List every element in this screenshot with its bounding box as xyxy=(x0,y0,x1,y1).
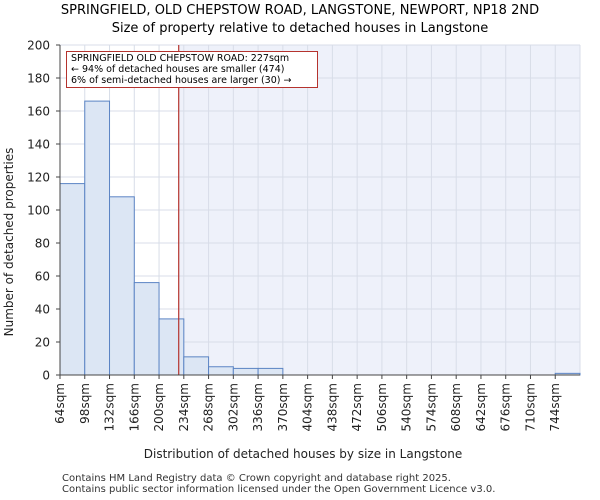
x-tick-label: 472sqm xyxy=(350,383,364,431)
footer-copyright: Contains HM Land Registry data © Crown c… xyxy=(62,473,451,484)
x-tick-label: 404sqm xyxy=(301,383,315,431)
x-tick-label: 438sqm xyxy=(325,383,339,431)
x-tick-label: 64sqm xyxy=(53,383,67,424)
y-tick-label: 80 xyxy=(35,237,50,251)
x-tick-label: 608sqm xyxy=(449,383,463,431)
annotation-line-2: ← 94% of detached houses are smaller (47… xyxy=(71,64,285,75)
histogram-bar xyxy=(158,318,185,376)
histogram-bar xyxy=(183,356,210,376)
y-tick-label: 20 xyxy=(35,336,50,350)
y-tick-label: 120 xyxy=(27,171,50,185)
histogram-bar xyxy=(84,100,111,376)
x-tick-label: 302sqm xyxy=(226,383,240,431)
y-tick-label: 40 xyxy=(35,303,50,317)
x-tick-label: 710sqm xyxy=(523,383,537,431)
y-tick-label: 200 xyxy=(27,39,50,53)
histogram-bar xyxy=(232,367,259,376)
chart-title: SPRINGFIELD, OLD CHEPSTOW ROAD, LANGSTON… xyxy=(60,3,540,18)
y-tick-label: 180 xyxy=(27,72,50,86)
annotation-line-1: SPRINGFIELD OLD CHEPSTOW ROAD: 227sqm xyxy=(71,53,290,64)
y-tick-label: 60 xyxy=(35,270,50,284)
x-tick-label: 642sqm xyxy=(474,383,488,431)
x-axis-label: Distribution of detached houses by size … xyxy=(144,447,462,461)
y-tick-label: 0 xyxy=(42,369,50,383)
x-tick-label: 336sqm xyxy=(251,383,265,431)
x-tick-label: 132sqm xyxy=(103,383,117,431)
histogram-bar xyxy=(109,196,135,376)
chart-subtitle: Size of property relative to detached ho… xyxy=(111,21,489,36)
x-tick-label: 676sqm xyxy=(499,383,513,431)
y-tick-label: 140 xyxy=(27,138,50,152)
histogram-bar xyxy=(208,366,234,376)
x-tick-label: 200sqm xyxy=(152,383,166,431)
x-tick-label: 98sqm xyxy=(78,383,92,424)
marker-annotation: SPRINGFIELD OLD CHEPSTOW ROAD: 227sqm ← … xyxy=(66,51,318,88)
x-tick-label: 744sqm xyxy=(548,383,562,431)
y-axis-label: Number of detached properties xyxy=(2,148,16,337)
x-tick-label: 574sqm xyxy=(424,383,438,431)
histogram-bar xyxy=(257,367,284,376)
x-tick-label: 540sqm xyxy=(400,383,414,431)
x-tick-label: 234sqm xyxy=(177,383,191,431)
footer-licence: Contains public sector information licen… xyxy=(62,484,496,495)
x-tick-label: 370sqm xyxy=(276,383,290,431)
x-tick-label: 166sqm xyxy=(127,383,141,431)
histogram-bar xyxy=(59,183,86,376)
x-tick-label: 268sqm xyxy=(202,383,216,431)
x-tick-label: 506sqm xyxy=(375,383,389,431)
y-tick-label: 100 xyxy=(27,204,50,218)
annotation-line-3: 6% of semi-detached houses are larger (3… xyxy=(71,75,292,86)
y-tick-label: 160 xyxy=(27,105,50,119)
histogram-bar xyxy=(133,282,160,376)
